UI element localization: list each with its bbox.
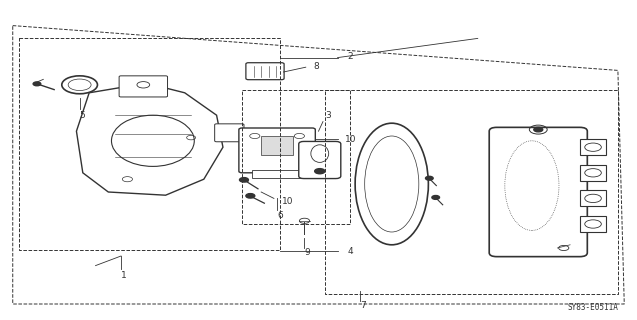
Text: 9: 9 — [304, 248, 310, 257]
Circle shape — [432, 196, 440, 199]
Text: SY83-E0511A: SY83-E0511A — [567, 303, 618, 312]
Text: 6: 6 — [277, 212, 283, 220]
Bar — [580, 139, 606, 155]
Circle shape — [240, 178, 248, 182]
Text: 7: 7 — [360, 301, 366, 310]
Text: 1: 1 — [121, 271, 127, 280]
Circle shape — [534, 127, 543, 132]
FancyBboxPatch shape — [299, 141, 341, 179]
Text: 10: 10 — [345, 135, 357, 144]
Circle shape — [315, 169, 325, 174]
Circle shape — [246, 194, 255, 198]
FancyBboxPatch shape — [489, 127, 587, 257]
Bar — [580, 190, 606, 206]
Circle shape — [33, 82, 41, 86]
Bar — [312, 142, 328, 154]
Text: 2: 2 — [347, 52, 353, 61]
FancyBboxPatch shape — [246, 63, 284, 80]
Text: 4: 4 — [347, 247, 353, 256]
Bar — [261, 136, 293, 155]
FancyBboxPatch shape — [215, 124, 244, 142]
FancyBboxPatch shape — [119, 76, 168, 97]
Text: 8: 8 — [313, 62, 319, 71]
Bar — [252, 170, 303, 178]
Text: 3: 3 — [325, 111, 331, 120]
Bar — [580, 165, 606, 181]
Text: 10: 10 — [282, 197, 293, 206]
Text: 5: 5 — [80, 111, 85, 120]
Circle shape — [426, 176, 433, 180]
Bar — [580, 216, 606, 232]
FancyBboxPatch shape — [239, 128, 315, 173]
Polygon shape — [76, 83, 223, 195]
